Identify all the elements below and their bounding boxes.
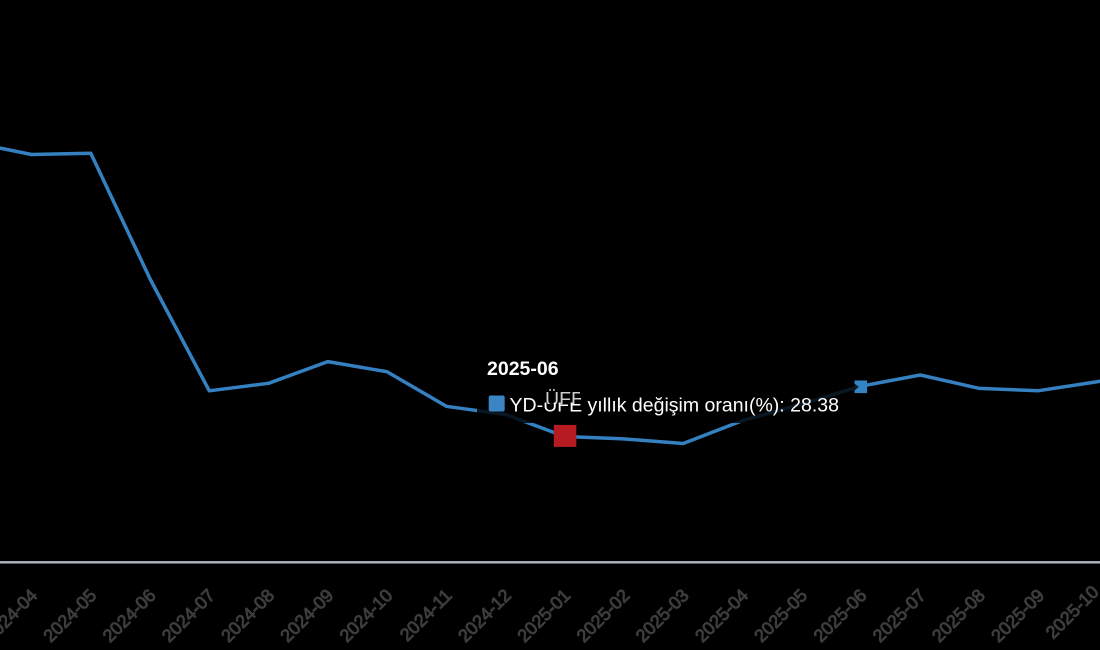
svg-text:YD-ÜFE yıllık değişim oranı(%): YD-ÜFE yıllık değişim oranı(%): 28.38	[510, 394, 839, 416]
svg-text:ÜFE: ÜFE	[545, 389, 584, 411]
svg-text:2025-06: 2025-06	[487, 358, 559, 380]
